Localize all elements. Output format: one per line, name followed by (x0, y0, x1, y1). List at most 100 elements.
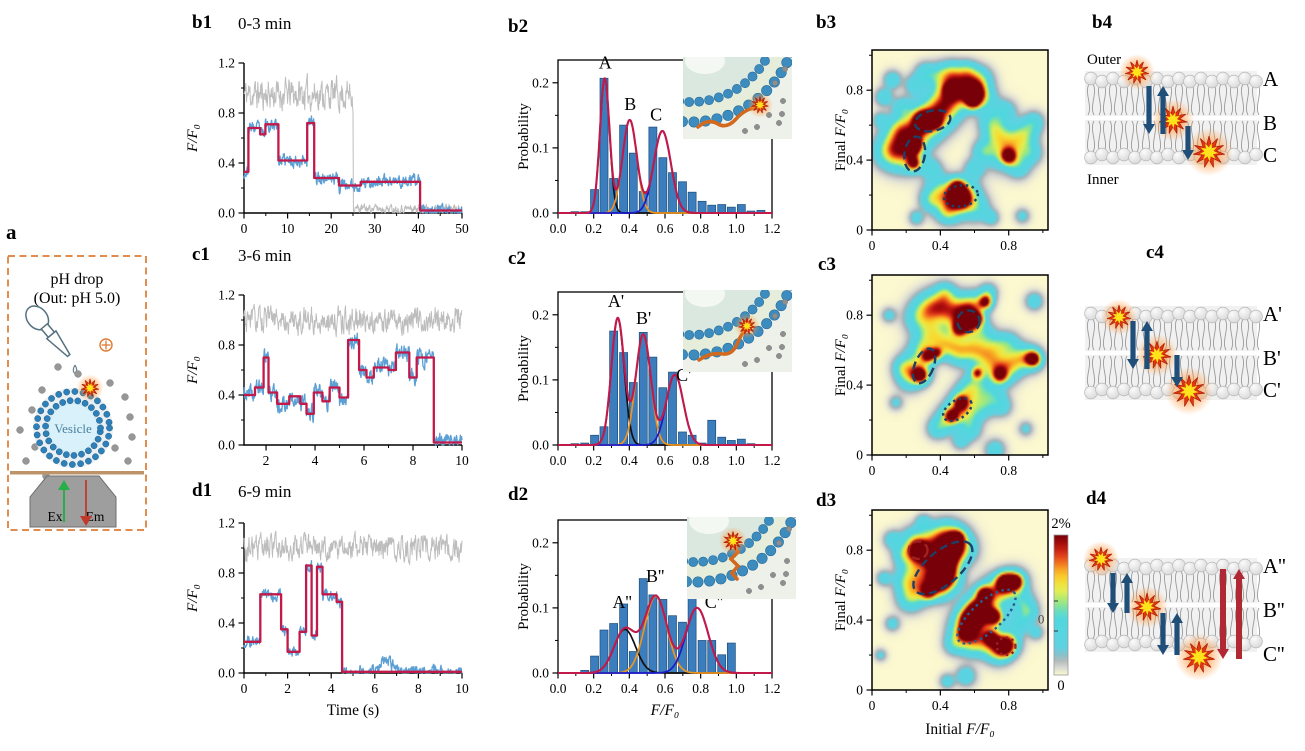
membrane-inset-surface (683, 57, 792, 139)
svg-text:0.4: 0.4 (846, 153, 863, 168)
svg-text:A': A' (1263, 302, 1282, 326)
svg-text:0.8: 0.8 (846, 543, 863, 558)
proton-dot (124, 457, 132, 465)
svg-text:4: 4 (328, 681, 335, 696)
svg-text:6: 6 (371, 681, 378, 696)
heatmap-panel-b3: 0 0 0.4 0.4 0.8 0.8 Final F/F₀ (832, 38, 1094, 288)
heatmap-axes-b3: 00 0.4 0.4 0.8 0.8 Final F/F₀ (833, 49, 1049, 253)
intensity-trace (243, 559, 463, 674)
panel-label-b4: b4 (1092, 12, 1113, 33)
svg-text:0.4: 0.4 (621, 221, 638, 236)
svg-text:1.2: 1.2 (764, 453, 781, 468)
arrow-head (1182, 150, 1194, 160)
fit-envelope (557, 594, 773, 675)
proton-dot (782, 299, 788, 305)
cluster-annotation (913, 109, 952, 133)
svg-text:A'': A'' (1263, 554, 1286, 578)
cluster-annotation (956, 309, 981, 334)
svg-text:2: 2 (284, 681, 291, 696)
vesicle-experiment-schematic: pH drop (Out: pH 5.0) Vesicle Ex Em (7, 255, 147, 531)
panel-label-c1: c1 (192, 244, 210, 265)
svg-text:0.0: 0.0 (218, 666, 235, 681)
svg-text:0.8: 0.8 (692, 453, 709, 468)
proton-dot (126, 413, 134, 421)
proton-dot (783, 571, 789, 577)
proton-dot (772, 313, 778, 319)
proton-dot (106, 379, 114, 387)
step-fit-line (244, 338, 462, 444)
lipid-heads (1084, 71, 1263, 165)
svg-text:0: 0 (869, 698, 876, 713)
svg-text:0.0: 0.0 (532, 206, 549, 221)
svg-text:0.4: 0.4 (846, 613, 863, 628)
svg-text:Final F/F₀: Final F/F₀ (833, 334, 849, 396)
dashed-border (7, 255, 147, 531)
coverslip (10, 471, 144, 475)
svg-text:A'': A'' (612, 592, 632, 612)
svg-text:F/F₀: F/F₀ (185, 124, 201, 153)
panel-subtitle-b1: 0-3 min (238, 14, 292, 33)
svg-text:Em: Em (86, 509, 105, 524)
time-trace-d1: 0.0 0.4 0.8 1.2 0 2 4 6 8 10 F/F₀ Time (s) (185, 516, 469, 720)
proton-dot (38, 386, 46, 394)
proton-dot (54, 363, 62, 371)
svg-text:0.8: 0.8 (218, 566, 235, 581)
svg-text:0.4: 0.4 (932, 698, 949, 713)
svg-text:Probability: Probability (516, 563, 532, 630)
svg-text:0.8: 0.8 (692, 221, 709, 236)
panel-subtitle-c1: 3-6 min (238, 246, 292, 265)
panel-label-b2: b2 (508, 16, 529, 37)
svg-text:0.4: 0.4 (218, 156, 235, 171)
heatmap-axes-c3: 00 0.4 0.4 0.8 0.8 Final F/F₀ (833, 274, 1049, 478)
heatmap-canvas-c3 (872, 275, 1048, 455)
arrow-head (1157, 86, 1169, 96)
svg-text:0.4: 0.4 (218, 616, 235, 631)
proton-dot (128, 433, 136, 441)
histogram-b2: 0.0 0.1 0.2 0.0 0.2 0.4 0.6 0.8 1.0 1.2 Probabilit… (516, 52, 780, 236)
arrow-head (1143, 124, 1155, 134)
panel-label-a: a (6, 220, 17, 244)
proton-dot (754, 124, 760, 130)
bilayer-schematic-c4: A' B' C' (1084, 299, 1282, 415)
objective (29, 475, 117, 528)
time-trace-c1: 0.0 0.4 0.8 1.2 2 4 6 8 10 F/F₀ (185, 288, 469, 469)
svg-text:40: 40 (412, 221, 426, 236)
svg-text:1.0: 1.0 (728, 681, 745, 696)
proton-dot (770, 572, 776, 578)
svg-text:0.4: 0.4 (846, 378, 863, 393)
panel-subtitle-d1: 6-9 min (238, 482, 292, 501)
svg-text:Time (s): Time (s) (327, 702, 379, 719)
svg-text:30: 30 (368, 221, 382, 236)
heatmap-panel-d3: 0 0 0.4 0.4 0.8 0.8 Final F/F₀ Initial F/F₀ 0 2% 0 (832, 498, 1094, 748)
svg-text:0: 0 (241, 221, 248, 236)
svg-text:Probability: Probability (516, 335, 532, 402)
svg-text:B': B' (636, 308, 651, 328)
svg-text:0.8: 0.8 (846, 83, 863, 98)
svg-text:0.4: 0.4 (932, 238, 949, 253)
proton-dot (742, 361, 748, 367)
heatmap-canvas-d3 (872, 510, 1048, 690)
proton-plus-icon (99, 338, 113, 352)
proton-dot (772, 80, 778, 86)
svg-text:0.4: 0.4 (218, 388, 235, 403)
svg-text:0.8: 0.8 (218, 106, 235, 121)
arrow-head (1157, 645, 1169, 655)
histogram-d2: 0.0 0.1 0.2 0.0 0.2 0.4 0.6 0.8 1.0 1.2 Probabilit… (516, 519, 780, 719)
svg-text:0.8: 0.8 (1000, 698, 1017, 713)
svg-text:B: B (624, 94, 636, 114)
svg-text:0.2: 0.2 (585, 681, 602, 696)
svg-text:0.2: 0.2 (532, 535, 549, 550)
arrow-head (1233, 569, 1245, 579)
arrow-head (1127, 359, 1139, 369)
svg-text:pH drop: pH drop (51, 271, 104, 288)
svg-text:C: C (650, 105, 662, 125)
svg-text:0.6: 0.6 (657, 221, 674, 236)
panel-label-d4: d4 (1086, 488, 1107, 509)
membrane-inset-transmembrane (687, 517, 796, 599)
arrow-head (1141, 321, 1153, 331)
heatmap-canvas-b3 (872, 50, 1048, 230)
svg-text:0.6: 0.6 (657, 681, 674, 696)
peptide (696, 106, 757, 129)
svg-text:0.0: 0.0 (218, 438, 235, 453)
svg-text:0: 0 (869, 238, 876, 253)
